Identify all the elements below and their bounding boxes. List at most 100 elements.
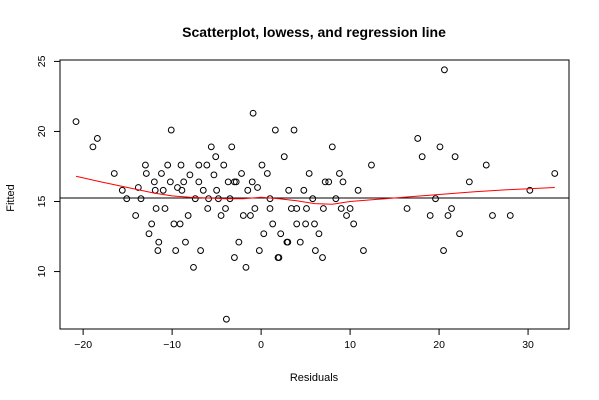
- scatter-point: [164, 161, 172, 169]
- scatter-point: [170, 220, 178, 228]
- scatter-point: [436, 143, 444, 151]
- scatter-point: [414, 135, 422, 142]
- scatter-point: [186, 171, 194, 179]
- x-axis-label: Residuals: [290, 372, 339, 384]
- scatter-point: [244, 186, 252, 194]
- scatter-point: [285, 186, 293, 194]
- scatter-point: [277, 230, 285, 238]
- scatter-point: [325, 178, 333, 186]
- scatter-point: [303, 205, 310, 212]
- scatter-point: [440, 247, 447, 254]
- scatter-point: [368, 161, 375, 169]
- scatter-point: [207, 143, 215, 151]
- chart-title: Scatterplot, lowess, and regression line: [182, 24, 446, 40]
- scatter-point: [137, 195, 145, 203]
- scatter-point: [195, 178, 203, 186]
- x-tick-label: 0: [258, 339, 264, 351]
- scatter-point: [296, 238, 304, 246]
- y-tick-label: 10: [36, 266, 48, 278]
- scatter-point: [176, 220, 184, 228]
- scatter-point: [403, 205, 411, 212]
- scatter-point: [489, 212, 496, 219]
- y-tick-label: 15: [36, 196, 48, 208]
- scatter-point: [269, 220, 277, 228]
- scatter-point: [448, 205, 455, 212]
- scatter-point: [441, 66, 448, 74]
- scatter-point: [203, 161, 211, 169]
- scatter-point: [132, 212, 140, 219]
- scatter-point: [217, 212, 225, 219]
- scatter-point: [213, 186, 221, 194]
- scatter-point: [158, 170, 165, 177]
- scatter-point: [350, 220, 358, 228]
- scatter-point: [311, 247, 319, 254]
- scatter-point: [482, 161, 490, 169]
- scatter-point: [142, 161, 149, 169]
- scatter-points: [72, 66, 559, 323]
- scatter-point: [177, 161, 185, 169]
- scatter-point: [205, 195, 213, 203]
- fit-lines: [60, 175, 569, 205]
- plot-frame: [59, 59, 570, 330]
- scatter-point: [293, 220, 301, 228]
- y-axis: 10 15 20 25: [36, 55, 60, 277]
- scatter-point: [426, 212, 434, 219]
- scatter-point: [319, 254, 326, 261]
- scatter-point: [178, 186, 186, 194]
- scatter-point: [284, 238, 292, 246]
- scatter-point: [118, 186, 126, 194]
- scatter-point: [418, 153, 426, 161]
- scatter-point: [328, 143, 336, 151]
- scatter-point: [93, 135, 101, 142]
- scatter-point: [266, 205, 274, 212]
- scatter-point: [223, 315, 230, 323]
- scatter-point: [311, 220, 318, 228]
- x-tick-label: 20: [433, 339, 445, 351]
- scatter-point: [150, 178, 158, 186]
- y-tick-label: 20: [36, 125, 48, 137]
- scatter-point: [254, 184, 261, 191]
- x-tick-label: 30: [522, 339, 534, 351]
- scatter-point: [72, 118, 80, 126]
- scatter-point: [231, 254, 238, 261]
- scatter-point: [195, 161, 203, 169]
- scatter-point: [220, 161, 228, 169]
- lowess-curve: [75, 175, 555, 205]
- scatter-point: [319, 205, 327, 212]
- scatter-point: [258, 161, 266, 169]
- scatter-point: [456, 230, 463, 238]
- scatter-point: [148, 220, 156, 228]
- scatter-point: [242, 263, 250, 271]
- scatter-point: [346, 205, 354, 212]
- scatter-point: [166, 178, 174, 186]
- scatter-point: [300, 186, 308, 194]
- scatter-point: [239, 212, 247, 219]
- scatter-point: [260, 230, 268, 238]
- scatter-point: [255, 247, 263, 254]
- scatter-point: [228, 143, 236, 151]
- scatter-point: [305, 170, 313, 177]
- scatter-point: [159, 186, 167, 194]
- scatter-point: [251, 205, 259, 212]
- scatter-point: [336, 170, 343, 177]
- scatter-point: [154, 247, 162, 254]
- scatter-point: [360, 247, 367, 254]
- scatter-point: [321, 178, 329, 186]
- scatter-point: [232, 178, 240, 186]
- scatter-point: [551, 170, 559, 177]
- scatter-point: [182, 238, 189, 246]
- x-tick-label: −20: [74, 339, 92, 351]
- scatter-point: [180, 178, 188, 186]
- scatter-point: [151, 186, 159, 194]
- scatter-point: [271, 126, 279, 134]
- x-axis: −20 −10 0 10 20 30: [74, 329, 534, 351]
- scatter-point: [222, 205, 229, 212]
- scatter-point: [161, 205, 169, 212]
- scatter-point: [238, 170, 245, 177]
- scatter-point: [190, 263, 197, 271]
- scatter-point: [142, 170, 150, 177]
- scatter-point: [337, 205, 345, 212]
- scatter-point: [266, 195, 274, 203]
- scatter-point: [224, 178, 232, 186]
